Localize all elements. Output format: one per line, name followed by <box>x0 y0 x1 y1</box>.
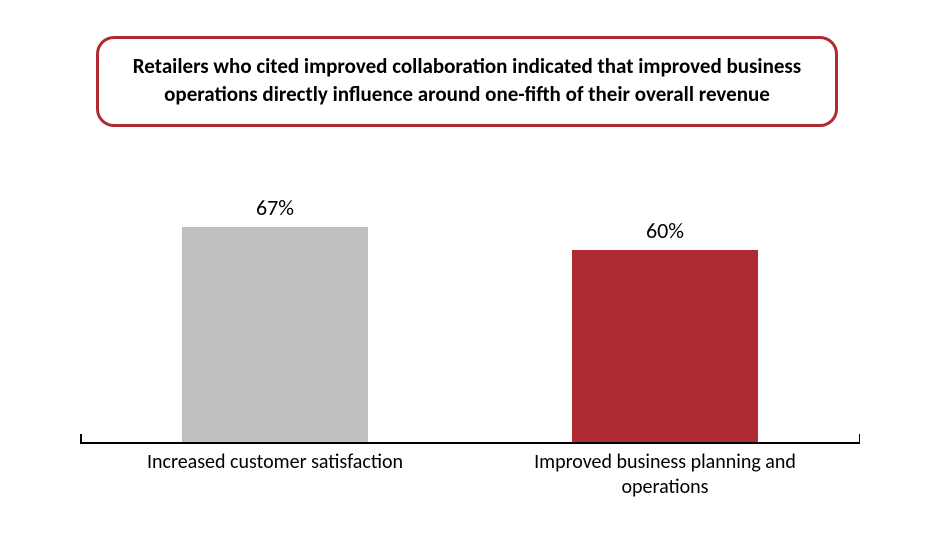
x-axis-tick-right <box>859 434 861 443</box>
bar-0 <box>182 227 368 442</box>
chart-canvas: Retailers who cited improved collaborati… <box>0 0 935 551</box>
bar-slot-1: 60% <box>470 206 860 442</box>
bar-chart: 67% 60% Increased customer satisfaction … <box>80 174 860 504</box>
category-label-1: Improved business planning and operation… <box>470 450 860 500</box>
x-axis-tick-left <box>80 434 82 443</box>
bar-slot-0: 67% <box>80 206 470 442</box>
bar-value-0: 67% <box>80 194 470 221</box>
x-axis <box>80 442 860 444</box>
bar-value-1: 60% <box>470 217 860 244</box>
category-label-0: Increased customer satisfaction <box>80 450 470 475</box>
bar-1 <box>572 250 758 442</box>
chart-title-box: Retailers who cited improved collaborati… <box>96 36 838 127</box>
